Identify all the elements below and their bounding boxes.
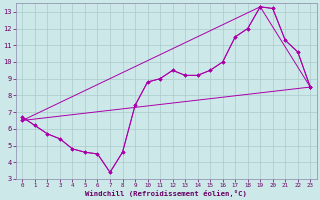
X-axis label: Windchill (Refroidissement éolien,°C): Windchill (Refroidissement éolien,°C)	[85, 190, 247, 197]
